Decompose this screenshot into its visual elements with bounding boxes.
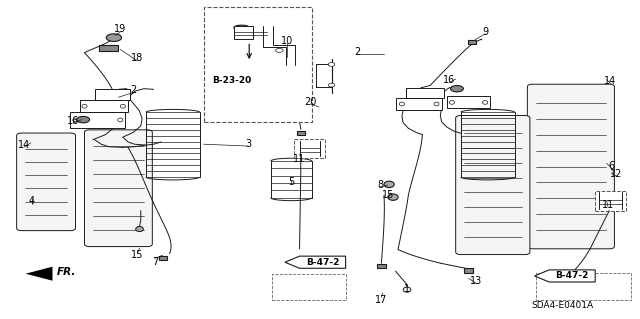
FancyBboxPatch shape: [84, 130, 152, 247]
FancyBboxPatch shape: [527, 84, 614, 249]
Bar: [536, 273, 631, 300]
Bar: [468, 40, 476, 44]
Text: 11: 11: [602, 200, 614, 210]
Ellipse shape: [328, 83, 335, 87]
Text: 15: 15: [131, 250, 144, 260]
Text: 15: 15: [381, 190, 394, 200]
Text: 16: 16: [443, 75, 456, 85]
Text: 17: 17: [375, 295, 388, 305]
Bar: [159, 256, 168, 260]
Polygon shape: [534, 270, 595, 282]
Bar: [595, 191, 626, 211]
Text: 13: 13: [470, 276, 483, 286]
Text: B-47-2: B-47-2: [306, 258, 339, 267]
Ellipse shape: [118, 118, 123, 122]
Text: 12: 12: [609, 169, 622, 179]
Text: B-23-20: B-23-20: [212, 76, 252, 85]
Text: 14: 14: [604, 76, 617, 86]
Text: 19: 19: [114, 24, 127, 34]
Bar: [272, 274, 346, 300]
Ellipse shape: [73, 118, 78, 122]
Text: 20: 20: [304, 97, 317, 107]
Ellipse shape: [77, 116, 90, 123]
Bar: [234, 26, 253, 39]
Text: B-47-2: B-47-2: [556, 271, 589, 280]
Ellipse shape: [241, 104, 246, 108]
Text: 16: 16: [67, 116, 79, 126]
Polygon shape: [285, 256, 346, 268]
Text: SDA4-E0401A: SDA4-E0401A: [531, 301, 593, 310]
Ellipse shape: [399, 102, 404, 106]
Ellipse shape: [403, 287, 411, 292]
Ellipse shape: [136, 226, 143, 232]
FancyBboxPatch shape: [456, 115, 530, 255]
Bar: [406, 88, 444, 98]
Bar: [80, 100, 128, 112]
Bar: [447, 96, 490, 108]
Ellipse shape: [449, 100, 454, 104]
Bar: [204, 7, 312, 122]
Bar: [378, 264, 385, 269]
Text: 9: 9: [482, 27, 488, 37]
Text: 18: 18: [131, 53, 143, 63]
Ellipse shape: [120, 104, 125, 108]
Text: 4: 4: [29, 196, 35, 206]
Ellipse shape: [388, 194, 398, 200]
Bar: [294, 139, 325, 158]
Text: FR.: FR.: [56, 267, 76, 278]
Text: 6: 6: [608, 161, 614, 171]
Bar: [246, 89, 282, 100]
Ellipse shape: [384, 181, 394, 188]
Ellipse shape: [274, 104, 279, 108]
Text: 1: 1: [404, 284, 410, 294]
Ellipse shape: [328, 63, 335, 66]
Text: 8: 8: [377, 180, 383, 190]
Ellipse shape: [275, 48, 283, 52]
Polygon shape: [26, 267, 52, 281]
Bar: [238, 100, 282, 112]
Text: 2: 2: [354, 47, 360, 57]
Text: 10: 10: [280, 36, 293, 47]
Ellipse shape: [106, 34, 122, 41]
Ellipse shape: [434, 102, 439, 106]
Text: 14: 14: [18, 140, 31, 150]
Ellipse shape: [451, 85, 463, 92]
Bar: [70, 112, 125, 128]
Text: 7: 7: [152, 257, 158, 267]
Text: 2: 2: [130, 85, 136, 95]
Bar: [99, 45, 118, 51]
Bar: [297, 131, 305, 136]
Text: 5: 5: [288, 177, 294, 187]
Text: 3: 3: [245, 139, 252, 149]
Bar: [465, 269, 473, 272]
Ellipse shape: [483, 100, 488, 104]
Ellipse shape: [234, 25, 250, 30]
Bar: [396, 98, 442, 110]
Bar: [95, 89, 130, 100]
Ellipse shape: [82, 104, 87, 108]
Text: 11: 11: [293, 154, 306, 165]
FancyBboxPatch shape: [17, 133, 76, 231]
